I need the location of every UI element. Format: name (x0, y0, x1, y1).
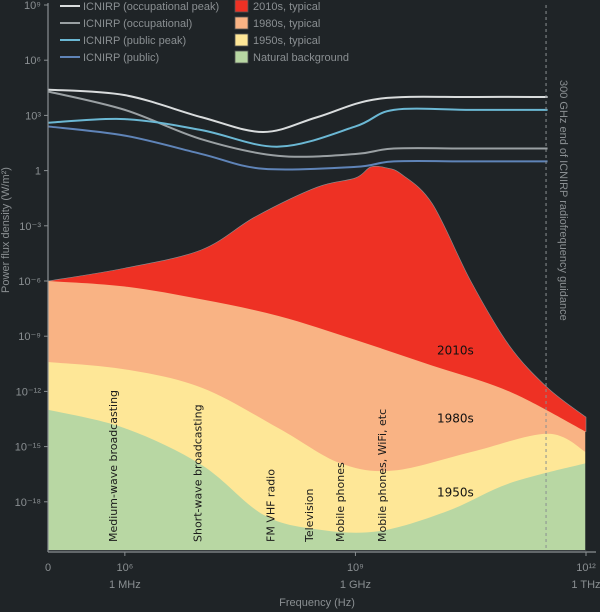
band-label: Mobile phones (334, 462, 347, 542)
y-tick-label: 10⁶ (24, 55, 41, 67)
reference-line-group: 300 GHz end of ICNIRP radiofrequency gui… (545, 5, 569, 550)
x-tick-label: 10⁹ (347, 562, 364, 574)
legend-label: 2010s, typical (253, 1, 320, 13)
line-series (47, 88, 548, 171)
line-icnirp-occupational-peak (47, 88, 548, 133)
y-axis-title: Power flux density (W/m²) (0, 167, 12, 293)
axes: 10⁹ 10⁶ 10³ 1 10⁻³ 10⁻⁶ 10⁻⁹ 10⁻¹² 10⁻¹⁵ 10⁻¹⁸ 0 10… (15, 0, 600, 591)
y-tick-label: 10⁹ (24, 0, 41, 12)
band-label: Medium-wave broadcasting (107, 390, 120, 542)
x-tick-label: 10⁶ (116, 562, 133, 574)
legend-label: ICNIRP (occupational) (83, 18, 192, 30)
y-tick-label: 1 (35, 166, 41, 178)
legend-box-swatch (234, 33, 249, 47)
legend: ICNIRP (occupational peak) ICNIRP (occupa… (60, 0, 349, 64)
line-icnirp-occupational (47, 90, 548, 158)
y-tick-label: 10⁻⁶ (18, 276, 41, 288)
area-layers (47, 165, 587, 551)
legend-box-swatch (234, 50, 249, 64)
line-icnirp-public-peak (47, 107, 548, 148)
reference-line-label: 300 GHz end of ICNIRP radiofrequency gui… (557, 80, 569, 321)
band-label: Television (303, 488, 316, 543)
y-zero-label: 0 (45, 562, 51, 574)
x-axis-title: Frequency (Hz) (279, 597, 355, 609)
y-tick-label: 10⁻¹² (16, 386, 42, 398)
line-icnirp-public (47, 125, 548, 171)
decade-label: 1980s (437, 412, 474, 426)
y-tick-label: 10⁻³ (19, 221, 41, 233)
legend-label: ICNIRP (public) (83, 52, 159, 64)
legend-label: ICNIRP (occupational peak) (83, 1, 219, 13)
decade-label: 2010s (437, 344, 474, 358)
x-tick-sublabel: 1 THz (571, 579, 600, 591)
band-label: Mobile phones, WiFi, etc (376, 409, 389, 542)
x-tick-sublabel: 1 GHz (340, 579, 371, 591)
annotations: 2010s 1980s 1950s Medium-wave broadcasting S… (107, 344, 474, 543)
y-tick-label: 10⁻⁹ (18, 331, 41, 343)
y-tick-label: 10⁻¹⁸ (15, 497, 41, 509)
area-natural-background (48, 409, 586, 550)
y-tick-label: 10³ (25, 110, 41, 122)
legend-box-swatch (234, 16, 249, 30)
band-label: FM VHF radio (265, 469, 278, 542)
legend-label: 1980s, typical (253, 18, 320, 30)
x-tick-sublabel: 1 MHz (109, 579, 141, 591)
legend-label: 1950s, typical (253, 35, 320, 47)
x-tick-label: 10¹² (576, 562, 596, 574)
legend-box-swatch (234, 0, 249, 13)
band-label: Short-wave broadcasting (192, 404, 205, 542)
legend-label: Natural background (253, 52, 349, 64)
y-tick-label: 10⁻¹⁵ (15, 442, 41, 454)
decade-label: 1950s (437, 485, 474, 499)
legend-label: ICNIRP (public peak) (83, 35, 186, 47)
